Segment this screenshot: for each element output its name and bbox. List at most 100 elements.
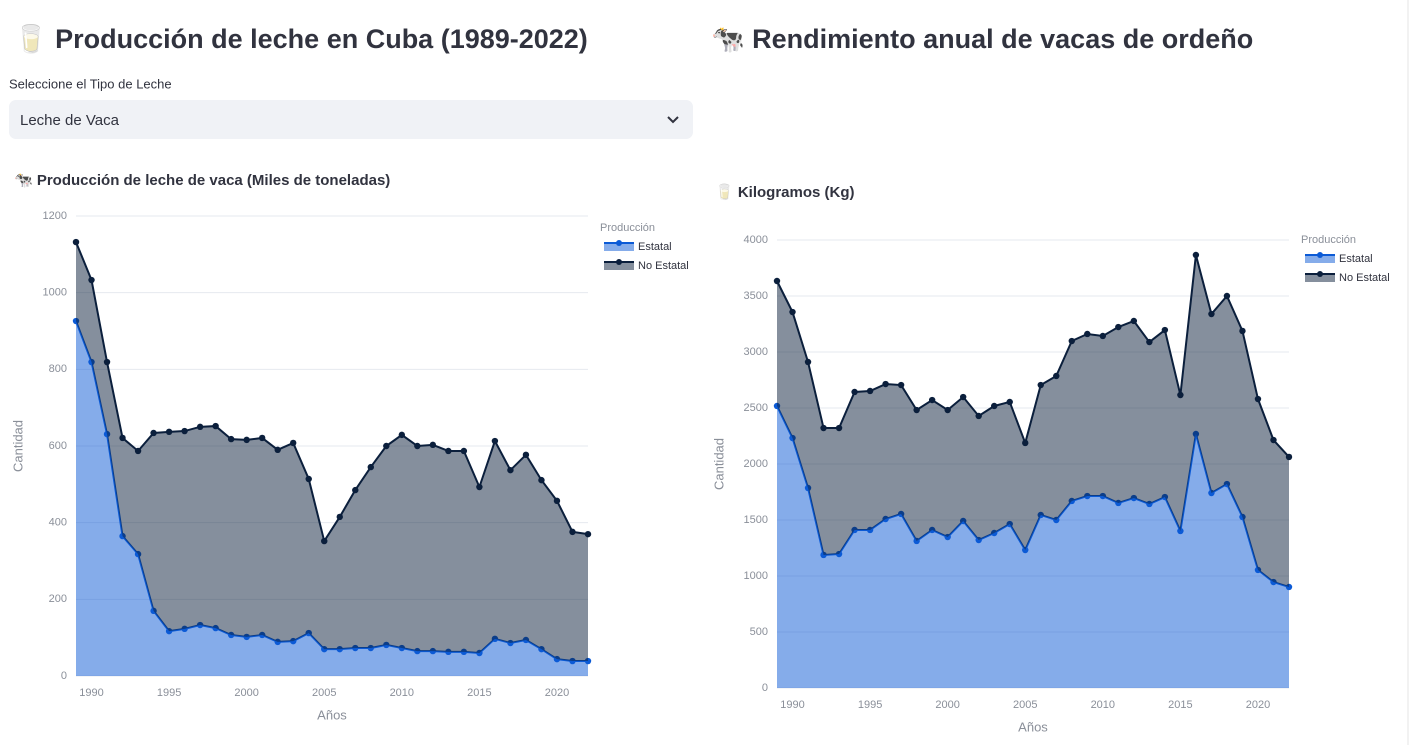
legend-title: Producción: [1301, 234, 1356, 246]
x-tick-label: 2000: [234, 687, 258, 699]
data-point: [1068, 337, 1075, 345]
data-point: [181, 427, 188, 435]
data-point: [897, 381, 905, 389]
data-point: [1037, 381, 1044, 389]
data-point: [1084, 330, 1091, 338]
data-point: [1146, 338, 1153, 346]
data-point: [569, 528, 576, 536]
x-axis-label: Años: [317, 707, 347, 722]
x-tick-label: 1990: [79, 687, 103, 699]
data-point: [243, 436, 250, 444]
legend-label: No Estatal: [638, 260, 689, 272]
y-tick-label: 1200: [43, 210, 67, 222]
data-point: [928, 396, 936, 404]
y-tick-label: 3000: [744, 346, 768, 358]
x-tick-label: 2010: [1091, 699, 1115, 711]
y-tick-label: 400: [49, 517, 67, 529]
data-point: [584, 530, 592, 538]
page-title: 🥛 Producción de leche en Cuba (1989-2022…: [14, 23, 588, 54]
chart-title: 🥛 Kilogramos (Kg): [715, 183, 855, 201]
data-point: [866, 387, 874, 395]
y-tick-label: 2500: [744, 402, 768, 414]
select-box[interactable]: Leche de Vaca: [9, 100, 693, 139]
data-point: [134, 447, 142, 455]
data-point: [1223, 292, 1231, 300]
y-tick-label: 4000: [744, 234, 768, 246]
data-point: [1006, 398, 1013, 406]
data-point: [1177, 391, 1184, 399]
series-line: [776, 254, 1290, 458]
data-point: [820, 424, 827, 432]
chevron[interactable]: [667, 116, 679, 124]
y-axis-label: Cantidad: [711, 438, 726, 490]
data-point: [1053, 372, 1060, 380]
series-line: [75, 241, 589, 544]
data-point: [882, 380, 889, 388]
data-point: [227, 435, 235, 443]
legend-dot: [1317, 252, 1323, 258]
y-tick-label: 200: [49, 593, 67, 605]
data-point: [383, 442, 390, 450]
area-fill: [777, 405, 1289, 688]
data-point: [321, 537, 328, 545]
data-point: [119, 434, 126, 442]
x-tick-label: 1995: [157, 687, 181, 699]
y-tick-label: 0: [61, 670, 67, 682]
x-tick-label: 2015: [467, 687, 491, 699]
legend-label: No Estatal: [1339, 272, 1390, 284]
data-point: [1161, 326, 1169, 334]
y-tick-label: 3500: [744, 290, 768, 302]
data-point: [804, 358, 812, 366]
x-tick-label: 2020: [545, 687, 569, 699]
data-point: [150, 429, 157, 437]
legend-swatch: [604, 262, 634, 270]
data-point: [1208, 310, 1215, 318]
data-point: [305, 475, 312, 483]
data-point: [944, 406, 951, 414]
select-bg[interactable]: [9, 100, 693, 139]
y-tick-label: 600: [49, 440, 67, 452]
data-point: [336, 513, 343, 521]
data-point: [553, 497, 561, 505]
y-tick-label: 1500: [744, 514, 768, 526]
x-axis-label: Años: [1018, 719, 1048, 734]
data-point: [959, 393, 967, 401]
data-point: [414, 442, 421, 450]
data-point: [538, 476, 545, 484]
x-tick-label: 2005: [1013, 699, 1037, 711]
data-point: [103, 358, 111, 366]
data-point: [522, 451, 530, 459]
select-value[interactable]: Leche de Vaca: [20, 112, 120, 129]
x-tick-label: 1990: [780, 699, 804, 711]
y-tick-label: 500: [750, 626, 768, 638]
data-point: [445, 447, 452, 455]
data-point: [367, 463, 374, 471]
data-point: [1270, 436, 1277, 444]
x-tick-label: 2005: [312, 687, 336, 699]
data-point: [975, 412, 982, 420]
x-tick-label: 2000: [935, 699, 959, 711]
legend-swatch: [1305, 274, 1335, 282]
legend-dot: [616, 240, 622, 246]
x-tick-label: 2015: [1168, 699, 1192, 711]
data-point: [476, 483, 483, 491]
data-point: [212, 422, 219, 430]
data-point: [991, 402, 998, 410]
x-tick-label: 2010: [390, 687, 414, 699]
y-axis-label: Cantidad: [10, 420, 25, 472]
data-point: [290, 439, 297, 447]
data-point: [429, 441, 437, 449]
legend-label: Estatal: [638, 241, 672, 253]
data-point: [1130, 317, 1138, 325]
y-tick-label: 1000: [744, 570, 768, 582]
data-point: [72, 238, 80, 246]
y-tick-label: 1000: [43, 287, 67, 299]
data-point: [165, 428, 173, 436]
x-tick-label: 1995: [858, 699, 882, 711]
data-point: [1115, 323, 1122, 331]
data-point: [913, 406, 920, 414]
data-point: [789, 308, 796, 316]
